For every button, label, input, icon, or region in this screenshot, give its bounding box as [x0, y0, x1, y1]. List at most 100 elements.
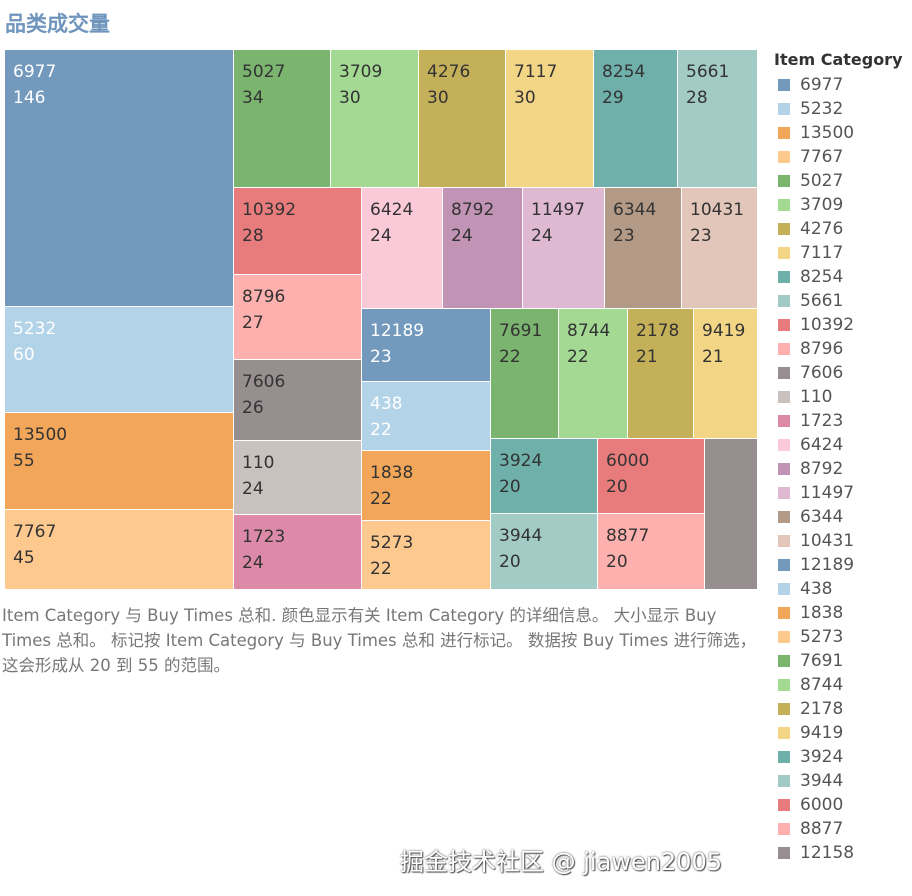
legend-label: 13500 — [800, 123, 855, 143]
legend-item[interactable]: 438 — [774, 577, 903, 601]
treemap-tile[interactable]: 8254 29 — [594, 50, 678, 188]
treemap-tile[interactable]: 7767 45 — [5, 510, 234, 590]
legend-item[interactable]: 12189 — [774, 553, 903, 577]
tile-value-label: 23 — [613, 226, 635, 246]
legend-item[interactable]: 5027 — [774, 169, 903, 193]
treemap-tile[interactable]: 9419 21 — [694, 309, 758, 439]
legend-item[interactable]: 9419 — [774, 721, 903, 745]
legend-item[interactable]: 13500 — [774, 121, 903, 145]
treemap-tile[interactable]: 2178 21 — [628, 309, 694, 439]
treemap-tile[interactable]: 1838 22 — [362, 451, 491, 521]
legend-item[interactable]: 5273 — [774, 625, 903, 649]
treemap-tile[interactable]: 7691 22 — [491, 309, 559, 439]
tile-value-label: 30 — [427, 88, 449, 108]
legend-item[interactable]: 3924 — [774, 745, 903, 769]
legend-item[interactable]: 4276 — [774, 217, 903, 241]
legend-item[interactable]: 2178 — [774, 697, 903, 721]
legend-label: 3944 — [800, 771, 844, 791]
tile-value-label: 22 — [370, 489, 392, 509]
treemap-tile[interactable]: 6977 146 — [5, 50, 234, 307]
legend-label: 8792 — [800, 459, 844, 479]
treemap-tile[interactable]: 3944 20 — [491, 514, 598, 590]
legend-label: 3709 — [800, 195, 844, 215]
treemap-tile[interactable]: 1723 24 — [234, 515, 362, 590]
treemap-tile[interactable]: 3709 30 — [331, 50, 419, 188]
legend-item[interactable]: 5232 — [774, 97, 903, 121]
legend-label: 6344 — [800, 507, 844, 527]
legend-swatch — [778, 847, 790, 859]
treemap-tile[interactable]: 110 24 — [234, 441, 362, 515]
legend-item[interactable]: 10431 — [774, 529, 903, 553]
legend-swatch — [778, 127, 790, 139]
treemap-tile[interactable]: 10392 28 — [234, 188, 362, 275]
legend-item[interactable]: 1723 — [774, 409, 903, 433]
tile-value-label: 45 — [13, 548, 35, 568]
legend-item[interactable]: 5661 — [774, 289, 903, 313]
treemap-tile[interactable]: 8877 20 — [598, 514, 705, 590]
legend-label: 5661 — [800, 291, 844, 311]
legend-item[interactable]: 1838 — [774, 601, 903, 625]
legend-item[interactable]: 8792 — [774, 457, 903, 481]
treemap-tile[interactable]: 5232 60 — [5, 307, 234, 413]
tile-value-label: 29 — [602, 88, 624, 108]
legend-item[interactable]: 7691 — [774, 649, 903, 673]
legend-item[interactable]: 3709 — [774, 193, 903, 217]
legend-item[interactable]: 6000 — [774, 793, 903, 817]
treemap-tile[interactable]: 6000 20 — [598, 439, 705, 514]
treemap-tile[interactable]: 6424 24 — [362, 188, 443, 309]
legend-item[interactable]: 6977 — [774, 73, 903, 97]
legend-item[interactable]: 7767 — [774, 145, 903, 169]
treemap-tile[interactable]: 3924 20 — [491, 439, 598, 514]
treemap-tile[interactable]: 8796 27 — [234, 275, 362, 360]
tile-category-label: 11497 — [531, 200, 586, 220]
legend-item[interactable]: 6424 — [774, 433, 903, 457]
legend-swatch — [778, 415, 790, 427]
legend-item[interactable]: 7606 — [774, 361, 903, 385]
legend-label: 110 — [800, 387, 833, 407]
treemap-tile[interactable]: 10431 23 — [682, 188, 758, 309]
legend-item[interactable]: 7117 — [774, 241, 903, 265]
treemap-tile[interactable]: 5661 28 — [678, 50, 758, 188]
tile-category-label: 9419 — [702, 321, 746, 341]
legend-item[interactable]: 8254 — [774, 265, 903, 289]
legend-swatch — [778, 151, 790, 163]
legend-swatch — [778, 631, 790, 643]
treemap-tile[interactable]: 8792 24 — [443, 188, 523, 309]
legend-item[interactable]: 8877 — [774, 817, 903, 841]
treemap-tile[interactable]: 13500 55 — [5, 413, 234, 510]
tile-category-label: 6344 — [613, 200, 657, 220]
treemap-tile[interactable]: 7117 30 — [506, 50, 594, 188]
legend-item[interactable]: 110 — [774, 385, 903, 409]
legend-item[interactable]: 12158 — [774, 841, 903, 865]
treemap-tile[interactable]: 11497 24 — [523, 188, 605, 309]
tile-value-label: 146 — [13, 88, 46, 108]
legend-swatch — [778, 535, 790, 547]
tile-category-label: 3944 — [499, 526, 543, 546]
legend-swatch — [778, 751, 790, 763]
treemap-tile[interactable] — [705, 439, 758, 590]
treemap-tile[interactable]: 7606 26 — [234, 360, 362, 441]
tile-category-label: 1723 — [242, 527, 286, 547]
tile-category-label: 5661 — [686, 62, 730, 82]
legend-swatch — [778, 607, 790, 619]
tile-value-label: 30 — [339, 88, 361, 108]
treemap-tile[interactable]: 4276 30 — [419, 50, 506, 188]
legend-item[interactable]: 10392 — [774, 313, 903, 337]
tile-category-label: 8744 — [567, 321, 611, 341]
legend-item[interactable]: 11497 — [774, 481, 903, 505]
treemap-tile[interactable]: 5027 34 — [234, 50, 331, 188]
legend-label: 2178 — [800, 699, 844, 719]
treemap-tile[interactable]: 6344 23 — [605, 188, 682, 309]
treemap-tile[interactable]: 438 22 — [362, 382, 491, 451]
legend-label: 7767 — [800, 147, 844, 167]
legend-label: 10392 — [800, 315, 855, 335]
legend-item[interactable]: 3944 — [774, 769, 903, 793]
treemap-tile[interactable]: 12189 23 — [362, 309, 491, 382]
legend-item[interactable]: 8796 — [774, 337, 903, 361]
legend-item[interactable]: 6344 — [774, 505, 903, 529]
treemap-tile[interactable]: 5273 22 — [362, 521, 491, 590]
legend-label: 1723 — [800, 411, 844, 431]
tile-value-label: 24 — [451, 226, 473, 246]
legend-item[interactable]: 8744 — [774, 673, 903, 697]
treemap-tile[interactable]: 8744 22 — [559, 309, 628, 439]
